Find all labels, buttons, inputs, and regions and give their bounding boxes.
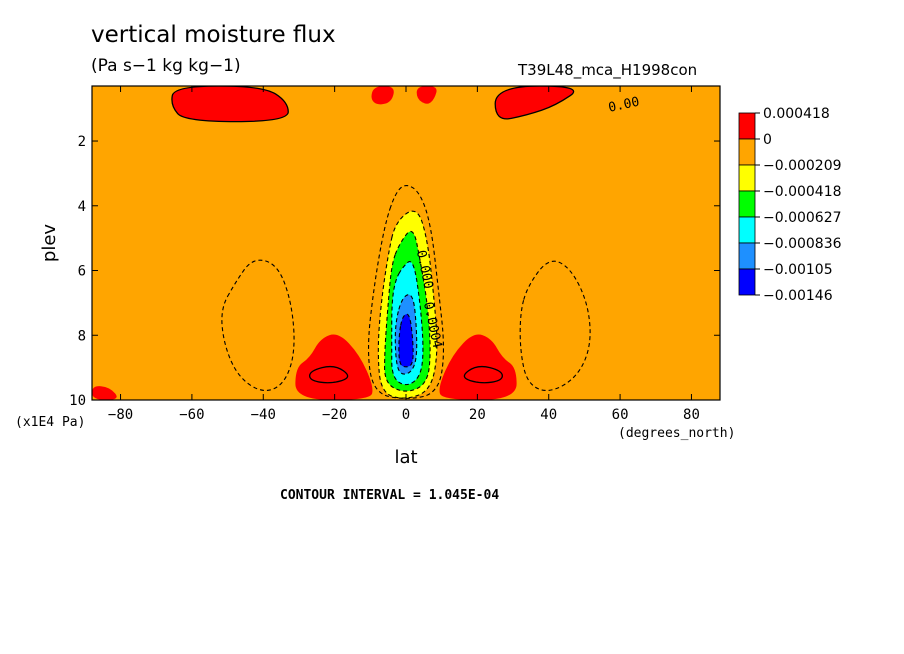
contour-line-2 [309,365,349,384]
x-tick-label-1: −60 [179,407,204,423]
colorbar-swatch-0 [738,112,756,140]
filled-region-3 [495,86,574,119]
chart-title: vertical moisture flux [91,22,336,48]
y-tick-label-1: 4 [78,199,86,215]
contour-line-5 [519,260,591,392]
x-tick-label-2: −40 [251,407,276,423]
contour-interval-label: CONTOUR INTERVAL = 1.045E-04 [280,488,500,503]
contour-line-10 [394,294,418,375]
colorbar-label-7: −0.00146 [763,288,833,304]
colorbar-label-6: −0.00105 [763,262,833,278]
x-tick-label-0: −80 [108,407,133,423]
colorbar-swatch-6 [738,268,756,296]
experiment-label: T39L48_mca_H1998con [518,61,698,79]
colorbar-label-5: −0.000836 [763,236,842,252]
contour-line-7 [377,210,438,399]
colorbar-swatch-2 [738,164,756,192]
x-axis-units: (degrees_north) [618,426,736,441]
x-axis-label: lat [394,447,417,468]
y-tick-label-0: 2 [78,134,86,150]
colorbar-swatch-1 [738,138,756,166]
contour-label-0: 0.00 [607,95,641,116]
x-tick-label-3: −20 [322,407,347,423]
field-layer [92,86,591,400]
colorbar-label-3: −0.000418 [763,184,842,200]
x-tick-label-7: 60 [612,407,629,423]
chart-subtitle-units: (Pa s−1 kg kg−1) [91,56,241,76]
filled-region-2 [416,86,437,104]
y-tick-label-3: 8 [78,328,86,344]
colorbar-label-2: −0.000209 [763,158,842,174]
colorbar-swatch-4 [738,216,756,244]
colorbar-label-0: 0.000418 [763,106,830,122]
filled-region-1 [371,86,394,105]
filled-region-0 [171,86,289,122]
filled-region-11 [398,314,414,367]
colorbar-label-1: 0 [763,132,772,148]
x-tick-label-5: 20 [469,407,486,423]
y-tick-label-2: 6 [78,264,86,280]
x-tick-label-6: 40 [540,407,557,423]
contour-line-3 [463,365,503,384]
vertical-axis-units: (x1E4 Pa) [15,415,86,430]
colorbar-swatch-5 [738,242,756,270]
contour-line-9 [391,261,424,386]
y-tick-label-4: 10 [69,393,86,409]
filled-region-6 [92,386,117,400]
contour-line-0 [171,86,289,123]
colorbar-label-4: −0.000627 [763,210,842,226]
contour-line-6 [367,184,445,399]
y-axis-label: plev [39,224,60,263]
x-tick-label-8: 80 [683,407,700,423]
x-tick-label-4: 0 [402,407,410,423]
colorbar-swatch-3 [738,190,756,218]
